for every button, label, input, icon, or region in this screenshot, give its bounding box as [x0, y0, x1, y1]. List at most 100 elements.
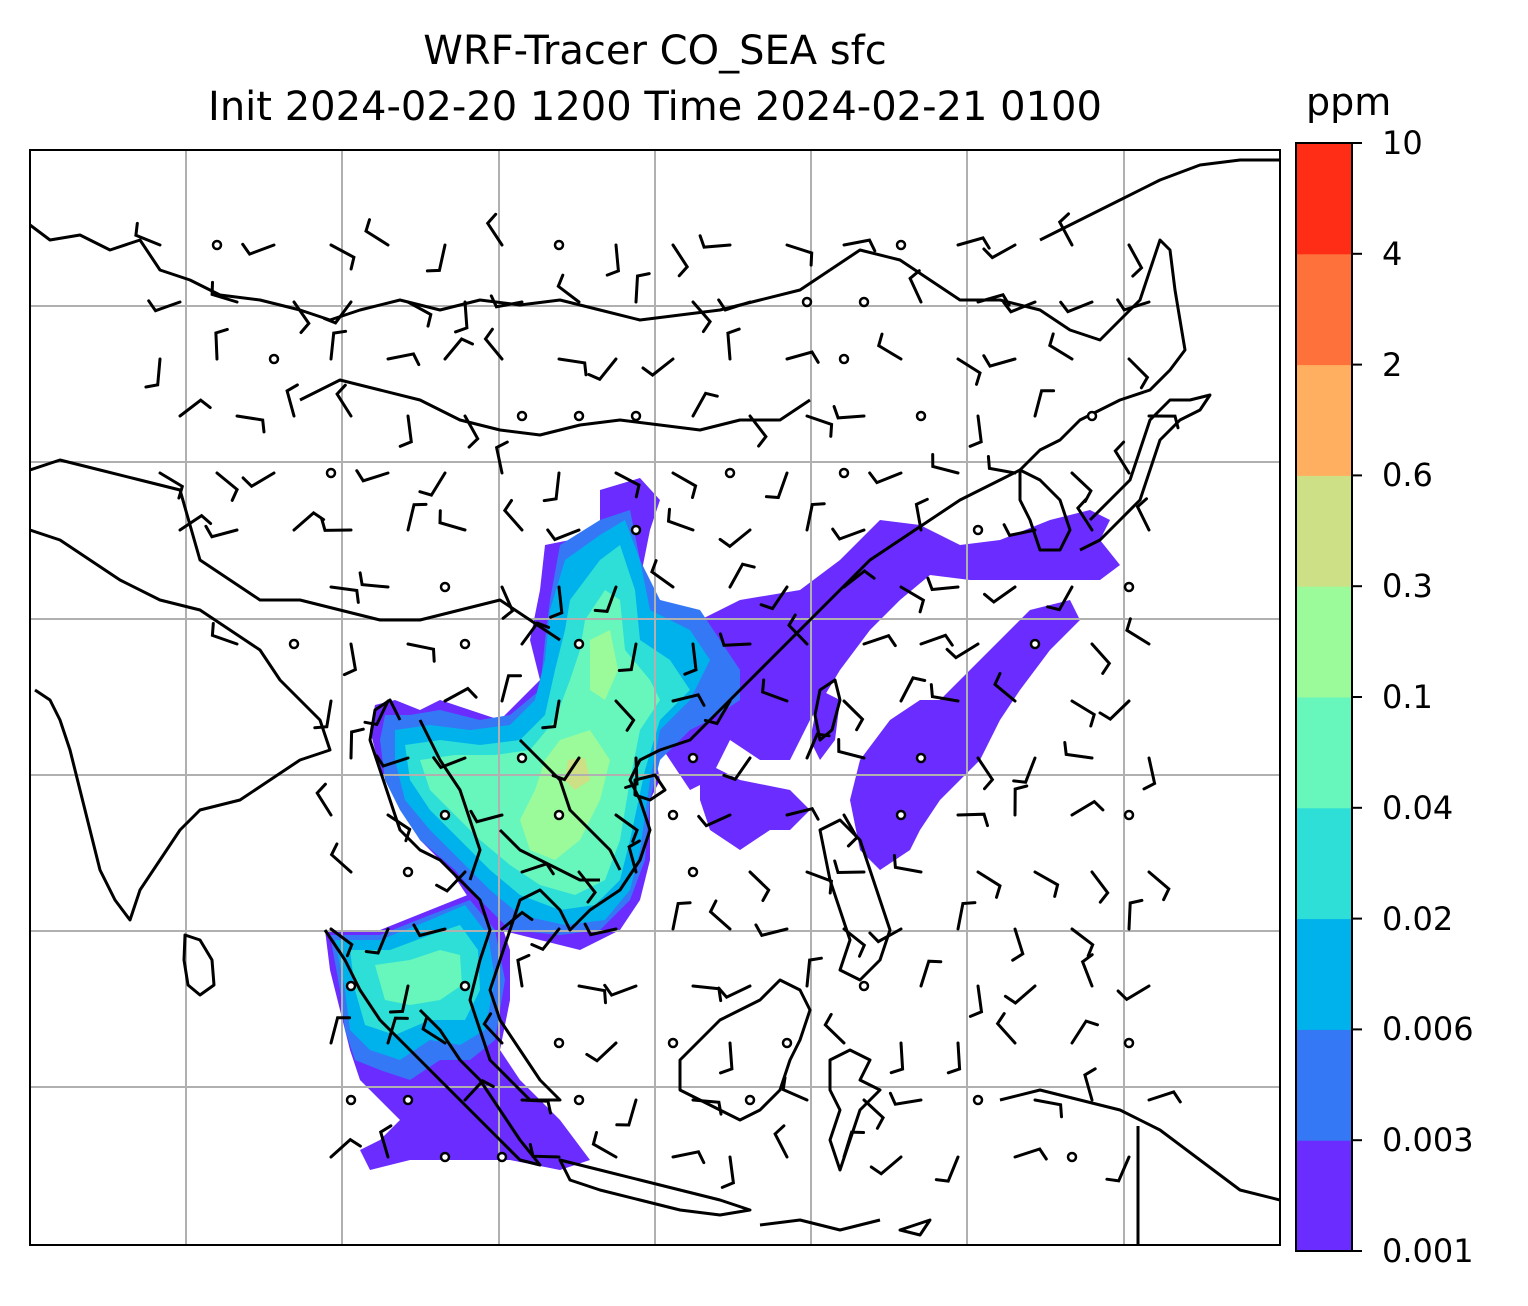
wind-barb: [919, 633, 954, 647]
wind-barb: [375, 754, 410, 768]
wind-barbs: [134, 212, 1182, 1189]
wind-barb: [671, 901, 692, 931]
wind-barb: [876, 332, 903, 361]
coast-sulawesi: [828, 1048, 882, 1172]
wind-barb: [546, 528, 581, 542]
calm-wind-circle: [496, 1151, 508, 1163]
wind-barb: [671, 243, 690, 278]
border-thai-cambodia: [498, 828, 600, 882]
colorbar-tick-label: 4: [1382, 234, 1403, 273]
wind-barb: [691, 391, 719, 418]
wind-barb: [1002, 300, 1037, 314]
coast-taiwan: [813, 678, 842, 742]
calm-wind-circle: [402, 866, 414, 878]
calm-wind-circle: [724, 467, 736, 479]
calm-wind-circle: [1086, 410, 1098, 422]
wind-barb: [443, 686, 478, 703]
coast-korea: [1018, 468, 1072, 552]
wind-barb: [718, 528, 752, 549]
wind-barb: [241, 242, 276, 256]
wind-barb: [899, 676, 927, 703]
wind-barb: [956, 357, 982, 386]
calm-wind-circle: [516, 752, 528, 764]
calm-wind-circle: [573, 1094, 585, 1106]
wind-barb: [956, 901, 977, 931]
wind-barb: [1127, 357, 1150, 390]
wind-barb: [868, 927, 903, 944]
colorbar-tick-label: 0.006: [1382, 1010, 1474, 1049]
wind-barb: [556, 273, 581, 304]
wind-barb: [1116, 298, 1151, 312]
calm-wind-circle: [345, 980, 357, 992]
calm-wind-circle: [630, 410, 642, 422]
calm-wind-circle: [439, 809, 451, 821]
wind-barb: [968, 414, 983, 448]
calm-wind-circle: [268, 353, 280, 365]
wind-barb: [549, 585, 564, 619]
wind-barb: [781, 1076, 809, 1102]
wind-barb: [982, 354, 1017, 368]
wind-barb: [603, 983, 638, 997]
wind-barb: [483, 327, 504, 361]
calm-wind-circle: [553, 1037, 565, 1049]
coast-timor: [898, 1218, 932, 1237]
wind-barb: [1033, 870, 1060, 898]
wind-barb: [842, 569, 876, 589]
wind-barb: [1012, 756, 1037, 784]
wind-barb: [1057, 212, 1074, 247]
wind-barb: [364, 218, 390, 247]
calm-wind-circle: [402, 1094, 414, 1106]
wind-barb: [761, 678, 789, 703]
wind-barb: [1046, 585, 1074, 612]
wind-barb: [432, 756, 467, 770]
wind-barb: [805, 870, 834, 895]
wind-barb: [614, 699, 636, 732]
calm-wind-circle: [915, 752, 927, 764]
wind-barb: [722, 756, 752, 782]
border-himalaya: [30, 223, 831, 322]
wind-barb: [386, 1016, 409, 1045]
wind-barb: [832, 405, 866, 420]
wind-barb: [425, 243, 447, 273]
wind-barb: [748, 414, 768, 448]
coast-india: [30, 528, 332, 922]
coast-borneo: [678, 978, 812, 1122]
wind-barb: [720, 1155, 736, 1189]
calm-wind-circle: [858, 980, 870, 992]
wind-barb: [494, 440, 509, 475]
wind-barb: [591, 1131, 618, 1159]
wind-barb: [1090, 642, 1112, 675]
wind-barb: [1070, 799, 1105, 817]
colorbar-band: [1296, 807, 1352, 920]
colorbar-band: [1296, 697, 1352, 809]
wind-barb: [241, 471, 276, 489]
wind-barb: [1013, 1147, 1048, 1161]
wind-barb: [210, 622, 239, 646]
wind-barb: [329, 585, 360, 604]
wind-barb: [1147, 414, 1180, 430]
wind-barb: [976, 870, 1002, 899]
wind-barb: [926, 576, 960, 592]
wind-barb: [945, 642, 980, 660]
wind-barb: [605, 243, 620, 277]
wind-barb: [719, 1041, 734, 1075]
wind-barb: [615, 1098, 638, 1127]
wind-barb: [805, 502, 826, 532]
wind-barb: [1070, 471, 1093, 503]
wind-barb: [158, 471, 185, 500]
wind-barb: [215, 471, 239, 502]
wind-barb: [355, 469, 390, 483]
calm-wind-circle: [573, 638, 585, 650]
wind-barb: [982, 243, 1017, 260]
wind-barb: [934, 1155, 960, 1183]
wind-barb: [759, 585, 789, 611]
wind-barb: [728, 562, 756, 589]
wind-barb: [614, 813, 639, 843]
colorbar-unit-label: ppm: [1306, 80, 1392, 124]
wind-barb: [204, 524, 239, 539]
calm-wind-circle: [972, 1094, 984, 1106]
calm-wind-circle: [858, 296, 870, 308]
wind-barb: [1147, 870, 1171, 902]
calm-wind-circle: [972, 524, 984, 536]
wind-barb: [805, 414, 834, 438]
